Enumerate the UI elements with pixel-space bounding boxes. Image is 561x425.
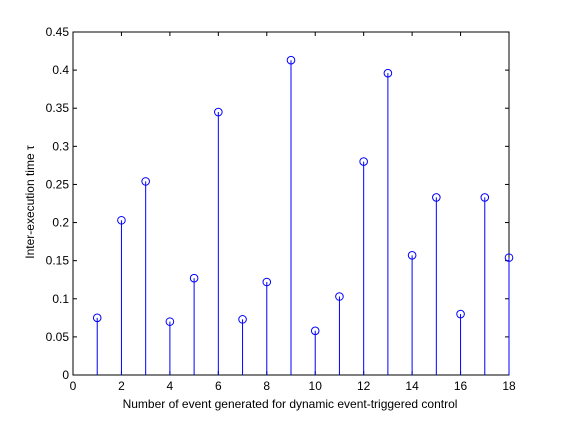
x-tick-label: 6 (215, 379, 222, 393)
y-tick-label: 0.4 (52, 63, 69, 77)
x-tick-label: 16 (454, 379, 468, 393)
y-tick-label: 0.15 (46, 254, 70, 268)
stem-marker (238, 315, 247, 324)
x-tick-label: 0 (70, 379, 77, 393)
stem-marker (407, 251, 417, 260)
stem-marker (141, 177, 150, 186)
stems-layer (92, 55, 514, 375)
x-axis-label: Number of event generated for dynamic ev… (123, 397, 458, 411)
stem-marker (335, 292, 344, 301)
stem-marker (189, 273, 199, 283)
x-tick-label: 8 (263, 379, 270, 393)
y-tick-label: 0.35 (46, 101, 70, 115)
stem-marker (480, 193, 490, 202)
stem-marker (92, 313, 102, 323)
y-tick-label: 0.3 (52, 139, 69, 153)
y-tick-label: 0.25 (46, 177, 70, 191)
stem-marker (432, 193, 441, 202)
x-tick-label: 18 (502, 379, 516, 393)
x-tick-label: 12 (357, 379, 371, 393)
y-tick-label: 0 (62, 368, 69, 382)
stem-marker (383, 68, 393, 78)
x-tick-label: 10 (309, 379, 323, 393)
y-tick-label: 0.45 (46, 25, 70, 39)
x-tick-label: 2 (118, 379, 125, 393)
y-tick-label: 0.05 (46, 330, 70, 344)
stem-marker (359, 157, 368, 166)
stem-marker (504, 253, 514, 262)
stem-marker (310, 326, 320, 336)
stem-marker (262, 277, 272, 287)
x-tick-label: 4 (167, 379, 174, 393)
stem-marker (214, 107, 223, 117)
stem-marker (165, 317, 175, 326)
y-axis-label: Inter-execution time τ (23, 145, 37, 259)
x-tick-label: 14 (405, 379, 419, 393)
y-tick-label: 0.2 (52, 216, 69, 230)
y-tick-label: 0.1 (52, 292, 69, 306)
stem-marker (117, 215, 126, 225)
stem-marker (456, 309, 465, 319)
stem-marker (286, 55, 296, 65)
